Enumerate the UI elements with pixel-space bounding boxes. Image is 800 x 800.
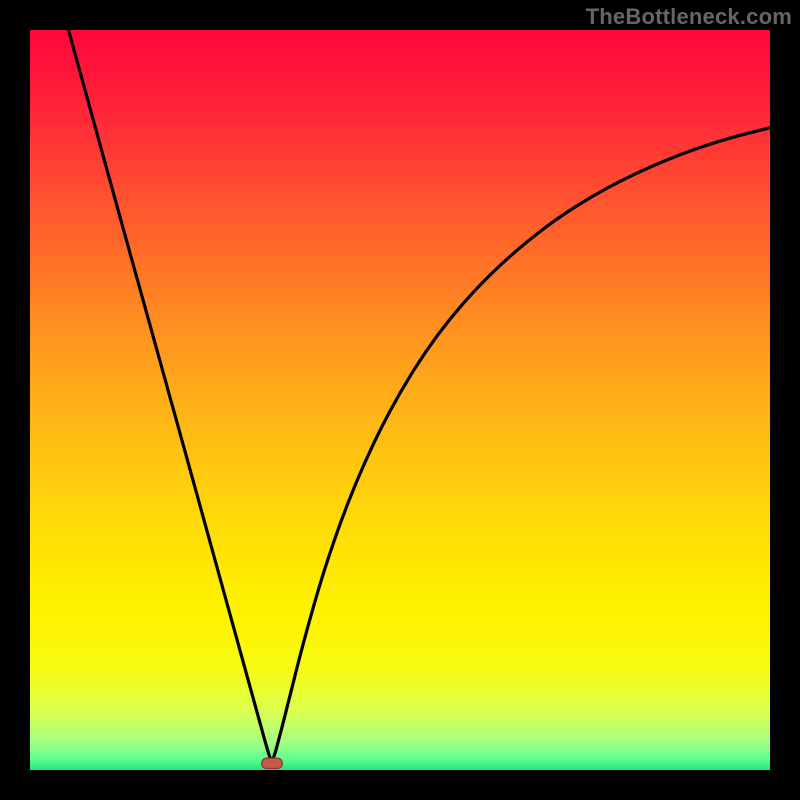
chart-container: TheBottleneck.com	[0, 0, 800, 800]
gradient-background	[30, 30, 770, 770]
plot-area	[30, 30, 770, 770]
watermark-text: TheBottleneck.com	[586, 4, 792, 30]
